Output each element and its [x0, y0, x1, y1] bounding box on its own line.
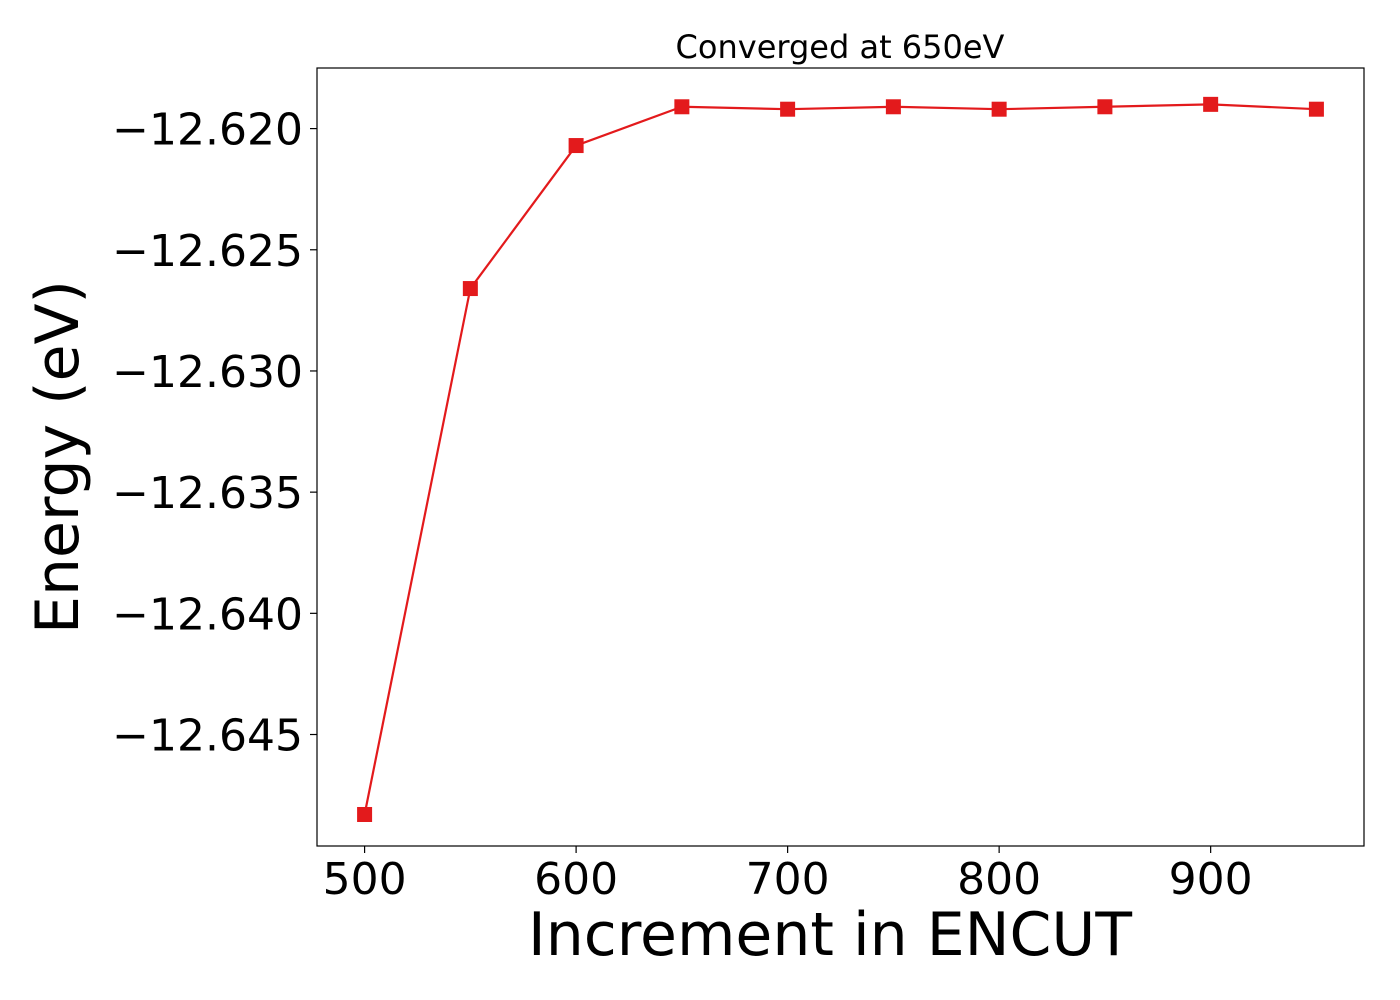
chart-title: Converged at 650eV: [676, 28, 1005, 66]
x-tick-label: 500: [323, 854, 407, 905]
x-tick-label: 900: [1169, 854, 1253, 905]
y-tick-label: −12.640: [112, 589, 303, 640]
data-point-marker: [357, 806, 373, 822]
data-point-marker: [674, 99, 690, 115]
y-tick-label: −12.635: [112, 468, 303, 519]
data-point-marker: [1203, 96, 1219, 112]
y-axis-ticks: −12.620 −12.625 −12.630 −12.635 −12.640 −12.6…: [112, 105, 317, 762]
x-tick-label: 700: [746, 854, 830, 905]
y-tick-label: −12.620: [112, 105, 303, 156]
y-tick-label: −12.630: [112, 347, 303, 398]
y-axis-label: Energy (eV): [23, 280, 93, 634]
y-tick-label: −12.645: [112, 711, 303, 762]
data-point-marker: [1308, 101, 1324, 117]
data-point-marker: [991, 101, 1007, 117]
data-point-marker: [1097, 99, 1113, 115]
y-tick-label: −12.625: [112, 226, 303, 277]
x-tick-label: 600: [534, 854, 618, 905]
x-axis-label: Increment in ENCUT: [528, 900, 1132, 970]
series-layer: [357, 96, 1324, 822]
plot-area-frame: [316, 67, 1365, 847]
data-point-marker: [885, 99, 901, 115]
data-point-marker: [568, 138, 584, 154]
x-tick-label: 800: [957, 854, 1041, 905]
series-line: [363, 103, 1317, 815]
data-point-marker: [462, 281, 478, 297]
x-axis-ticks: 500 600 700 800 900: [323, 846, 1253, 905]
data-point-marker: [780, 101, 796, 117]
